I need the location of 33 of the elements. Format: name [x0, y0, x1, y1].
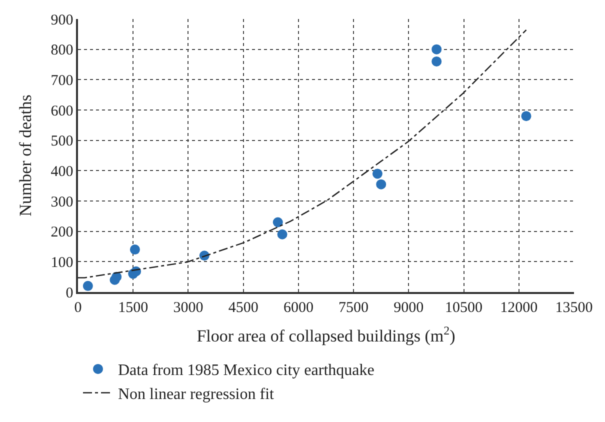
- x-tick-label: 3000: [173, 300, 204, 316]
- y-tick-label: 400: [50, 164, 74, 180]
- x-tick-label: 13500: [555, 300, 593, 316]
- x-tick-label: 1500: [118, 300, 148, 316]
- y-tick-label: 300: [50, 194, 74, 210]
- x-axis-title: Floor area of collapsed buildings (m$^{2}$): [196, 324, 456, 346]
- point: [372, 168, 382, 179]
- line-series: [78, 29, 527, 278]
- x-tick-label: 4500: [228, 300, 258, 316]
- y-tick-label: 100: [50, 254, 74, 271]
- x-tick-label: 9000: [394, 300, 424, 316]
- point: [82, 280, 93, 291]
- x-tick-label: 10500: [445, 300, 483, 316]
- point: [272, 217, 283, 228]
- point: [277, 229, 288, 240]
- y-axis-title: Number of deaths: [16, 94, 35, 216]
- legend-label: Non linear regression fit: [118, 386, 275, 403]
- point: [521, 111, 532, 122]
- x-tick-label: 12000: [500, 300, 538, 316]
- legend-label: Data from 1985 Mexico city earthquake: [118, 362, 374, 380]
- point: [376, 179, 386, 190]
- y-tick-label: 500: [50, 134, 74, 150]
- y-tick-label: 600: [50, 103, 74, 120]
- point: [432, 44, 442, 54]
- point: [432, 56, 442, 66]
- y-tick-label: 0: [66, 285, 74, 302]
- y-tick-label: 200: [50, 224, 74, 241]
- point: [130, 244, 140, 255]
- y-tick-label: 800: [50, 42, 74, 59]
- y-tick-label: 700: [50, 72, 74, 89]
- x-tick-label: 7500: [338, 300, 369, 316]
- y-tick-label: 900: [50, 12, 74, 28]
- x-tick-label: 6000: [283, 300, 314, 316]
